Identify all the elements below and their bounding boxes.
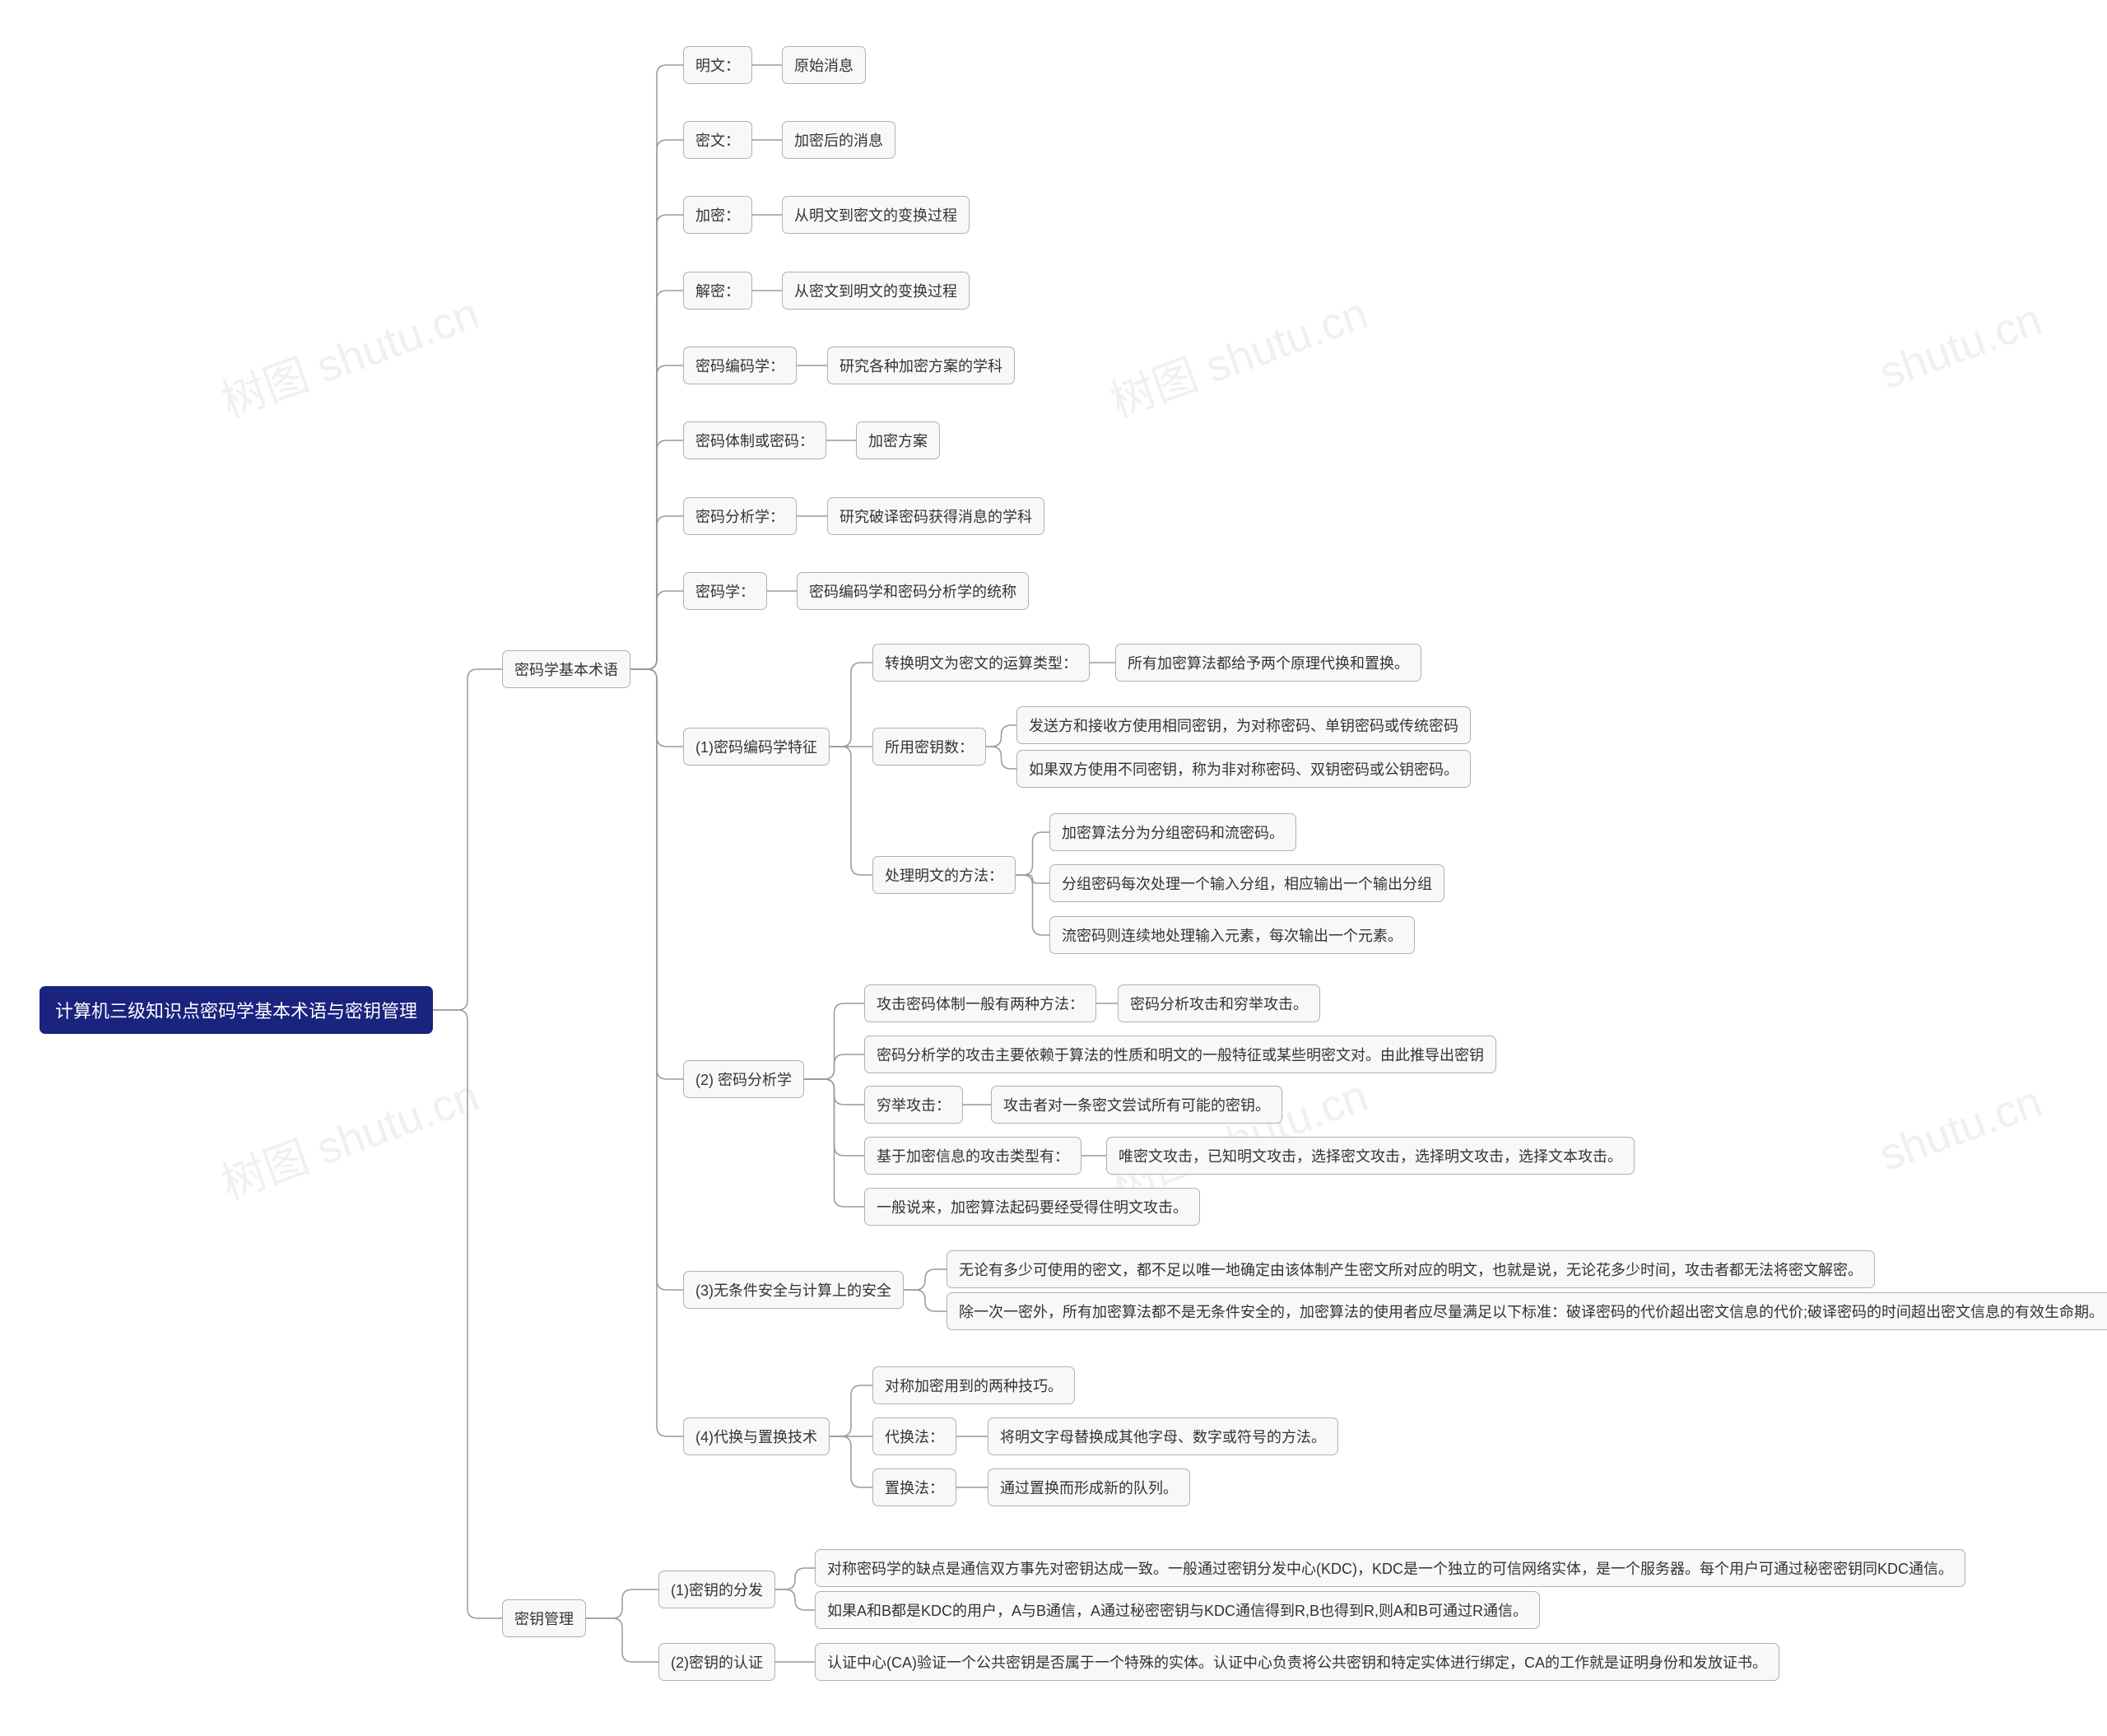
node-s2-c1-leaf: 认证中心(CA)验证一个公共密钥是否属于一个特殊的实体。认证中心负责将公共密钥和…: [815, 1643, 1779, 1681]
node-t4-child: 从密文到明文的变换过程: [782, 272, 970, 310]
node-b9-c2: 处理明文的方法：: [872, 856, 1016, 894]
node-b9-c0: 转换明文为密文的运算类型：: [872, 644, 1090, 682]
node-t7: 密码分析学：: [683, 497, 797, 535]
node-s2-c0-l0: 对称密码学的缺点是通信双方事先对密钥达成一致。一般通过密钥分发中心(KDC)，K…: [815, 1549, 1965, 1587]
node-b10-c4: 一般说来，加密算法起码要经受得住明文攻击。: [864, 1188, 1200, 1226]
branch-s1: 密码学基本术语: [502, 650, 630, 688]
node-b12-c0: 对称加密用到的两种技巧。: [872, 1366, 1075, 1404]
node-b10-c0-leaf: 密码分析攻击和穷举攻击。: [1118, 984, 1320, 1022]
node-t6: 密码体制或密码：: [683, 421, 826, 459]
node-b10: (2) 密码分析学: [683, 1060, 804, 1098]
node-s2-c0-l1: 如果A和B都是KDC的用户，A与B通信，A通过秘密密钥与KDC通信得到R,B也得…: [815, 1591, 1540, 1629]
node-b12-c1: 代换法：: [872, 1417, 956, 1455]
node-b10-c3-leaf: 唯密文攻击，已知明文攻击，选择密文攻击，选择明文攻击，选择文本攻击。: [1106, 1137, 1635, 1175]
node-b11-l1: 除一次一密外，所有加密算法都不是无条件安全的，加密算法的使用者应尽量满足以下标准…: [947, 1292, 2107, 1330]
node-b10-c0: 攻击密码体制一般有两种方法：: [864, 984, 1096, 1022]
node-b10-c1: 密码分析学的攻击主要依赖于算法的性质和明文的一般特征或某些明密文对。由此推导出密…: [864, 1036, 1496, 1073]
root-node: 计算机三级知识点密码学基本术语与密钥管理: [40, 986, 433, 1034]
branch-s2: 密钥管理: [502, 1599, 586, 1637]
node-b9-c1-l0: 发送方和接收方使用相同密钥，为对称密码、单钥密码或传统密码: [1016, 706, 1471, 744]
node-s2-c0: (1)密钥的分发: [658, 1571, 775, 1608]
node-b12-c2-leaf: 通过置换而形成新的队列。: [988, 1468, 1190, 1506]
node-b9-c1: 所用密钥数：: [872, 728, 986, 766]
node-b9-c2-l2: 流密码则连续地处理输入元素，每次输出一个元素。: [1049, 916, 1415, 954]
node-b10-c2: 穷举攻击：: [864, 1086, 963, 1124]
node-b9: (1)密码编码学特征: [683, 728, 830, 766]
node-t2-child: 加密后的消息: [782, 121, 895, 159]
node-b12: (4)代换与置换技术: [683, 1417, 830, 1455]
node-t7-child: 研究破译密码获得消息的学科: [827, 497, 1044, 535]
node-t6-child: 加密方案: [856, 421, 940, 459]
node-b9-c2-l1: 分组密码每次处理一个输入分组，相应输出一个输出分组: [1049, 864, 1444, 902]
node-t8-child: 密码编码学和密码分析学的统称: [797, 572, 1029, 610]
node-t2: 密文：: [683, 121, 752, 159]
node-b11-l0: 无论有多少可使用的密文，都不足以唯一地确定由该体制产生密文所对应的明文，也就是说…: [947, 1250, 1875, 1288]
node-b12-c2: 置换法：: [872, 1468, 956, 1506]
node-b10-c2-leaf: 攻击者对一条密文尝试所有可能的密钥。: [991, 1086, 1282, 1124]
node-s2-c1: (2)密钥的认证: [658, 1643, 775, 1681]
node-b10-c3: 基于加密信息的攻击类型有：: [864, 1137, 1081, 1175]
node-t1-child: 原始消息: [782, 46, 866, 84]
node-b12-c1-leaf: 将明文字母替换成其他字母、数字或符号的方法。: [988, 1417, 1338, 1455]
node-b9-c0-leaf: 所有加密算法都给予两个原理代换和置换。: [1115, 644, 1421, 682]
node-t4: 解密：: [683, 272, 752, 310]
node-b9-c2-l0: 加密算法分为分组密码和流密码。: [1049, 813, 1296, 851]
node-b11: (3)无条件安全与计算上的安全: [683, 1271, 904, 1309]
node-t3-child: 从明文到密文的变换过程: [782, 196, 970, 234]
node-t8: 密码学：: [683, 572, 767, 610]
node-b9-c1-l1: 如果双方使用不同密钥，称为非对称密码、双钥密码或公钥密码。: [1016, 750, 1471, 788]
node-t5: 密码编码学：: [683, 347, 797, 384]
node-t5-child: 研究各种加密方案的学科: [827, 347, 1015, 384]
node-t1: 明文：: [683, 46, 752, 84]
node-t3: 加密：: [683, 196, 752, 234]
